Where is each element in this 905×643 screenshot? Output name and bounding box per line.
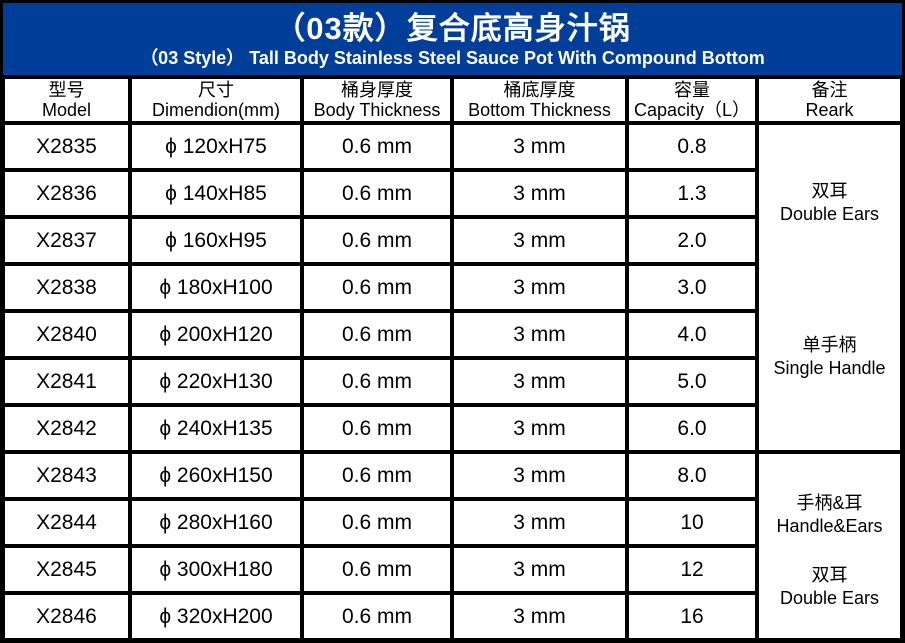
banner: （03款）复合底高身汁锅 （03 Style） Tall Body Stainl…	[0, 0, 905, 75]
model-cell: X2843	[5, 454, 128, 497]
column-header-bottom-thickness: 桶底厚度 Bottom Thickness	[454, 79, 625, 121]
body-thickness-cell: 0.6 mm	[304, 407, 450, 450]
model-cell: X2838	[5, 266, 128, 309]
body-thickness-cell: 0.6 mm	[304, 454, 450, 497]
bottom-thickness-cell: 3 mm	[454, 595, 625, 638]
capacity-cell: 4.0	[629, 313, 755, 356]
model-cell: X2846	[5, 595, 128, 638]
dimension-cell: ϕ 220xH130	[132, 360, 300, 403]
column-header-body-thickness-cn: 桶身厚度	[341, 80, 413, 100]
remark-double-ears-2-en: Double Ears	[779, 588, 880, 608]
dimension-cell: ϕ 180xH100	[132, 266, 300, 309]
body-thickness-cell: 0.6 mm	[304, 313, 450, 356]
capacity-cell: 0.8	[629, 125, 755, 168]
dimension-cell: ϕ 280xH160	[132, 501, 300, 544]
remark-double-ears-en: Double Ears	[779, 204, 880, 224]
column-header-remark-en: Reark	[805, 100, 854, 120]
dimension-cell: ϕ 260xH150	[132, 454, 300, 497]
capacity-cell: 3.0	[629, 266, 755, 309]
column-header-capacity-cn: 容量	[674, 80, 710, 100]
banner-title-en: （03 Style） Tall Body Stainless Steel Sau…	[140, 47, 765, 68]
bottom-thickness-cell: 3 mm	[454, 266, 625, 309]
remark-double-ears-2: 双耳 Double Ears	[780, 564, 879, 610]
column-header-remark: 备注 Reark	[759, 79, 900, 121]
capacity-cell: 2.0	[629, 219, 755, 262]
model-cell: X2842	[5, 407, 128, 450]
column-header-bottom-thickness-cn: 桶底厚度	[503, 80, 576, 100]
bottom-thickness-cell: 3 mm	[454, 219, 625, 262]
column-header-dimension-cn: 尺寸	[198, 80, 234, 100]
remark-single-handle-cn: 单手柄	[802, 335, 857, 355]
dimension-cell: ϕ 200xH120	[132, 313, 300, 356]
bottom-thickness-cell: 3 mm	[454, 125, 625, 168]
column-header-body-thickness-en: Body Thickness	[313, 100, 441, 120]
bottom-thickness-cell: 3 mm	[454, 501, 625, 544]
model-cell: X2845	[5, 548, 128, 591]
body-thickness-cell: 0.6 mm	[304, 595, 450, 638]
remark-handle-and-ears-cn: 手柄&耳	[796, 493, 863, 513]
column-header-body-thickness: 桶身厚度 Body Thickness	[304, 79, 450, 121]
banner-title-cn: （03款）复合底高身汁锅	[274, 10, 631, 46]
capacity-cell: 16	[629, 595, 755, 638]
bottom-thickness-cell: 3 mm	[454, 172, 625, 215]
bottom-thickness-cell: 3 mm	[454, 454, 625, 497]
capacity-cell: 6.0	[629, 407, 755, 450]
remark-double-ears-2-cn: 双耳	[811, 565, 848, 585]
model-cell: X2836	[5, 172, 128, 215]
dimension-cell: ϕ 240xH135	[132, 407, 300, 450]
spec-table: 型号 Model 尺寸 Dimendion(mm) 桶身厚度 Body Thic…	[0, 75, 905, 643]
column-header-dimension: 尺寸 Dimendion(mm)	[132, 79, 300, 121]
dimension-cell: ϕ 120xH75	[132, 125, 300, 168]
body-thickness-cell: 0.6 mm	[304, 360, 450, 403]
body-thickness-cell: 0.6 mm	[304, 501, 450, 544]
column-header-dimension-en: Dimendion(mm)	[151, 100, 281, 120]
column-header-capacity-en: Capacity（L）	[633, 100, 751, 120]
model-cell: X2840	[5, 313, 128, 356]
bottom-thickness-cell: 3 mm	[454, 548, 625, 591]
column-header-capacity: 容量 Capacity（L）	[629, 79, 755, 121]
capacity-cell: 10	[629, 501, 755, 544]
column-header-remark-cn: 备注	[811, 80, 848, 100]
capacity-cell: 1.3	[629, 172, 755, 215]
remark-double-ears-cn: 双耳	[811, 181, 848, 201]
remark-handle-and-ears: 手柄&耳 Handle&Ears	[776, 492, 882, 538]
capacity-cell: 12	[629, 548, 755, 591]
body-thickness-cell: 0.6 mm	[304, 219, 450, 262]
body-thickness-cell: 0.6 mm	[304, 172, 450, 215]
remark-single-handle-en: Single Handle	[773, 358, 886, 378]
remark-single-handle: 单手柄 Single Handle	[773, 334, 885, 380]
dimension-cell: ϕ 140xH85	[132, 172, 300, 215]
capacity-cell: 5.0	[629, 360, 755, 403]
bottom-thickness-cell: 3 mm	[454, 313, 625, 356]
remark-handle-and-ears-en: Handle&Ears	[776, 516, 883, 536]
body-thickness-cell: 0.6 mm	[304, 125, 450, 168]
column-header-model: 型号 Model	[5, 79, 128, 121]
dimension-cell: ϕ 160xH95	[132, 219, 300, 262]
capacity-cell: 8.0	[629, 454, 755, 497]
dimension-cell: ϕ 300xH180	[132, 548, 300, 591]
column-header-bottom-thickness-en: Bottom Thickness	[468, 100, 611, 120]
column-header-model-en: Model	[41, 100, 92, 120]
body-thickness-cell: 0.6 mm	[304, 548, 450, 591]
model-cell: X2835	[5, 125, 128, 168]
model-cell: X2844	[5, 501, 128, 544]
remark-double-ears: 双耳 Double Ears	[780, 180, 879, 226]
remark-group-bottom: 手柄&耳 Handle&Ears 双耳 Double Ears	[759, 454, 900, 638]
bottom-thickness-cell: 3 mm	[454, 360, 625, 403]
model-cell: X2837	[5, 219, 128, 262]
remark-group-top: 双耳 Double Ears 单手柄 Single Handle	[759, 125, 900, 450]
model-cell: X2841	[5, 360, 128, 403]
bottom-thickness-cell: 3 mm	[454, 407, 625, 450]
body-thickness-cell: 0.6 mm	[304, 266, 450, 309]
column-header-model-cn: 型号	[48, 80, 85, 100]
dimension-cell: ϕ 320xH200	[132, 595, 300, 638]
